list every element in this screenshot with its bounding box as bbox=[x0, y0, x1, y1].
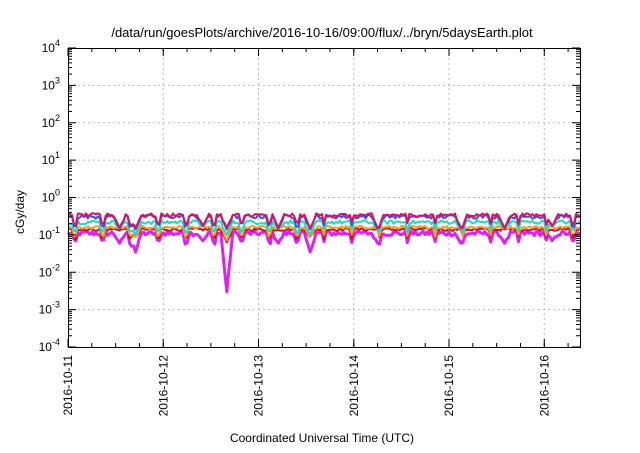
x-axis-label: Coordinated Universal Time (UTC) bbox=[230, 431, 414, 445]
y-tick-label: 10-2 bbox=[39, 262, 60, 279]
chart-title: /data/run/goesPlots/archive/2016-10-16/0… bbox=[111, 25, 533, 40]
x-tick-label: 2016-10-16 bbox=[537, 355, 551, 417]
x-tick-label: 2016-10-13 bbox=[252, 355, 266, 417]
x-tick-label: 2016-10-14 bbox=[347, 355, 361, 417]
y-tick-label: 10-4 bbox=[39, 337, 60, 354]
y-tick-label: 104 bbox=[42, 38, 60, 55]
series-line bbox=[67, 229, 582, 294]
series-line bbox=[67, 219, 581, 236]
y-tick-label: 10-3 bbox=[39, 300, 60, 317]
grid bbox=[68, 48, 580, 347]
y-tick-label: 10-1 bbox=[39, 225, 60, 242]
y-tick-label: 101 bbox=[42, 150, 60, 167]
y-axis-label: cGy/day bbox=[13, 190, 27, 234]
y-tick-label: 100 bbox=[42, 188, 60, 205]
series-group bbox=[67, 212, 582, 294]
y-axis: 10-4 10-3 10-2 10-1 100 101 102 103 104 bbox=[39, 38, 580, 354]
y-tick-label: 102 bbox=[42, 113, 60, 130]
x-tick-label: 2016-10-15 bbox=[442, 355, 456, 417]
y-tick-label: 103 bbox=[42, 75, 60, 92]
x-axis: 2016-10-11 2016-10-12 2016-10-13 2016-10-14… bbox=[61, 48, 569, 417]
x-tick-label: 2016-10-12 bbox=[156, 355, 170, 417]
series-line bbox=[67, 224, 581, 242]
x-tick-label: 2016-10-11 bbox=[61, 355, 75, 416]
series-line bbox=[67, 212, 581, 229]
